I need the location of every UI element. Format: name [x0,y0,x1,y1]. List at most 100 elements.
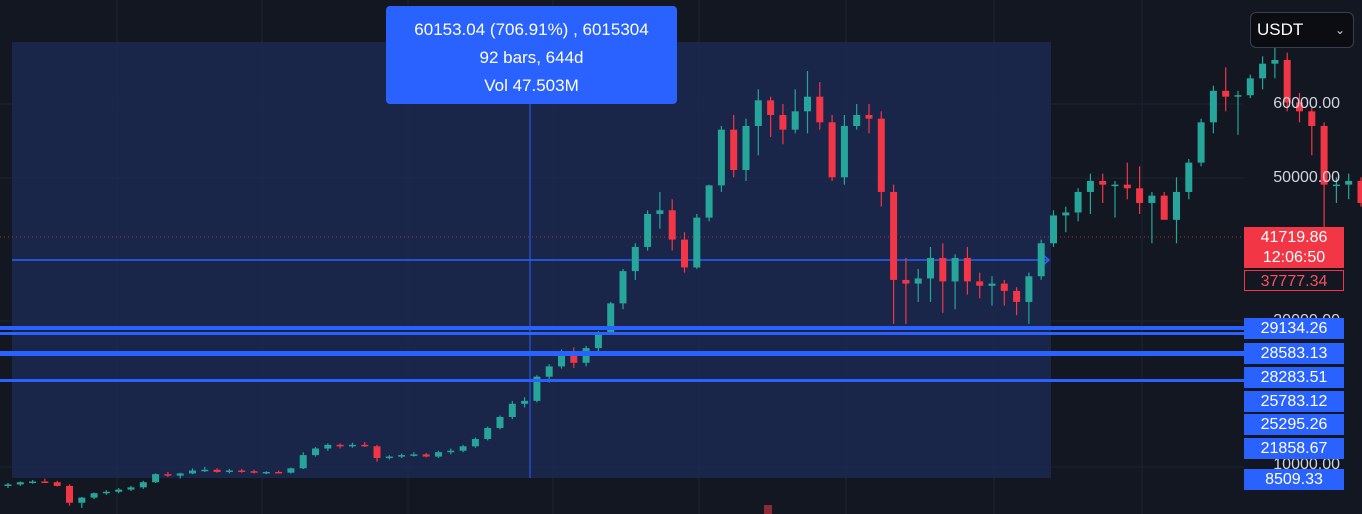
level-badge-1[interactable]: 29134.26 [1244,318,1344,339]
candle [508,400,516,420]
horizontal-levels[interactable] [0,326,1244,382]
level-line-4[interactable] [0,379,1244,382]
candle [1000,279,1008,306]
level-line-2[interactable] [0,332,1244,335]
candle [521,397,529,408]
candle [139,480,147,489]
candle [385,455,393,460]
candle-body [398,455,406,457]
candle-body [41,481,49,483]
candle-body [484,427,492,439]
candle [496,415,504,430]
candle [1148,191,1156,244]
candle [4,482,12,489]
candle-body [644,213,652,247]
candle [66,484,73,506]
candle [225,469,233,474]
candle [1259,56,1267,90]
candle [717,125,725,192]
candle [238,469,246,473]
candle [471,437,479,448]
candle-body [1025,276,1033,302]
candle [1173,177,1180,244]
candle-body [1086,180,1094,192]
candle-body [410,454,418,456]
candle [840,114,848,185]
candle-body [213,469,221,472]
candle-body [115,489,123,492]
candle [102,490,110,495]
candle [730,114,738,178]
level-badge-2[interactable]: 28583.13 [1244,343,1344,364]
candle-body [201,469,209,472]
candle-body [1123,184,1131,189]
candle-body [324,444,332,449]
candle [1025,272,1033,324]
crosshair-price-badge: 37777.34 [1244,270,1344,291]
level-line-1[interactable] [0,326,1244,330]
candle [693,213,701,269]
candle-body [767,100,775,115]
candle [1013,287,1021,316]
candle-body [102,491,110,494]
candle-body [459,446,467,451]
candle-body [435,452,442,457]
candle [644,210,652,251]
candle [16,481,24,486]
candle [312,447,319,457]
candle [754,89,762,156]
candle-body [730,129,738,170]
candle-body [594,332,602,349]
candle-body [693,217,701,268]
candle-body [262,471,270,474]
price-axis-label-10000: 10000.00 [1273,456,1340,473]
candle-body [78,497,86,503]
candle-body [287,468,295,473]
level-badge-3[interactable]: 28283.51 [1244,367,1344,388]
candle [914,268,922,302]
candle [275,470,283,474]
level-line-3[interactable] [0,351,1244,356]
candle [927,246,934,302]
level-badge-7[interactable]: 8509.33 [1244,469,1344,490]
last-price-badge: 41719.86 [1244,227,1344,248]
price-axis-label-50000: 50000.00 [1273,169,1340,186]
candle-body [250,471,258,473]
candle-body [1148,195,1156,203]
candle-body [742,125,750,170]
candle [1283,52,1291,112]
candle-body [275,471,283,474]
candle [127,485,135,492]
candle-body [16,482,24,485]
candle [1074,188,1082,222]
candle-body [1000,283,1008,291]
candle [963,246,971,295]
candle [115,488,123,494]
currency-selector[interactable]: USDT ⌄ [1250,12,1354,48]
candle-body [533,376,541,401]
level-badge-6[interactable]: 21858.67 [1244,438,1344,459]
candle-body [164,474,172,476]
candle-body [853,114,861,126]
candle-body [754,100,762,126]
candle-body [1271,60,1279,64]
level-badge-4[interactable]: 25783.12 [1244,391,1344,412]
candle [299,452,307,470]
candle-body [914,278,922,284]
level-badge-5[interactable]: 25295.26 [1244,414,1344,435]
candle [951,254,959,310]
candle-body [1136,188,1144,203]
candles [4,38,1362,508]
candle-body [1160,195,1168,220]
candle-body [152,474,160,483]
candle [213,468,221,473]
candle-body [1296,102,1303,112]
candle [1308,107,1316,156]
candle-body [951,257,959,282]
candle-body [312,448,319,456]
candle-body [225,470,233,472]
candle-body [1222,90,1230,97]
candle [1062,206,1070,233]
candle [619,268,627,310]
